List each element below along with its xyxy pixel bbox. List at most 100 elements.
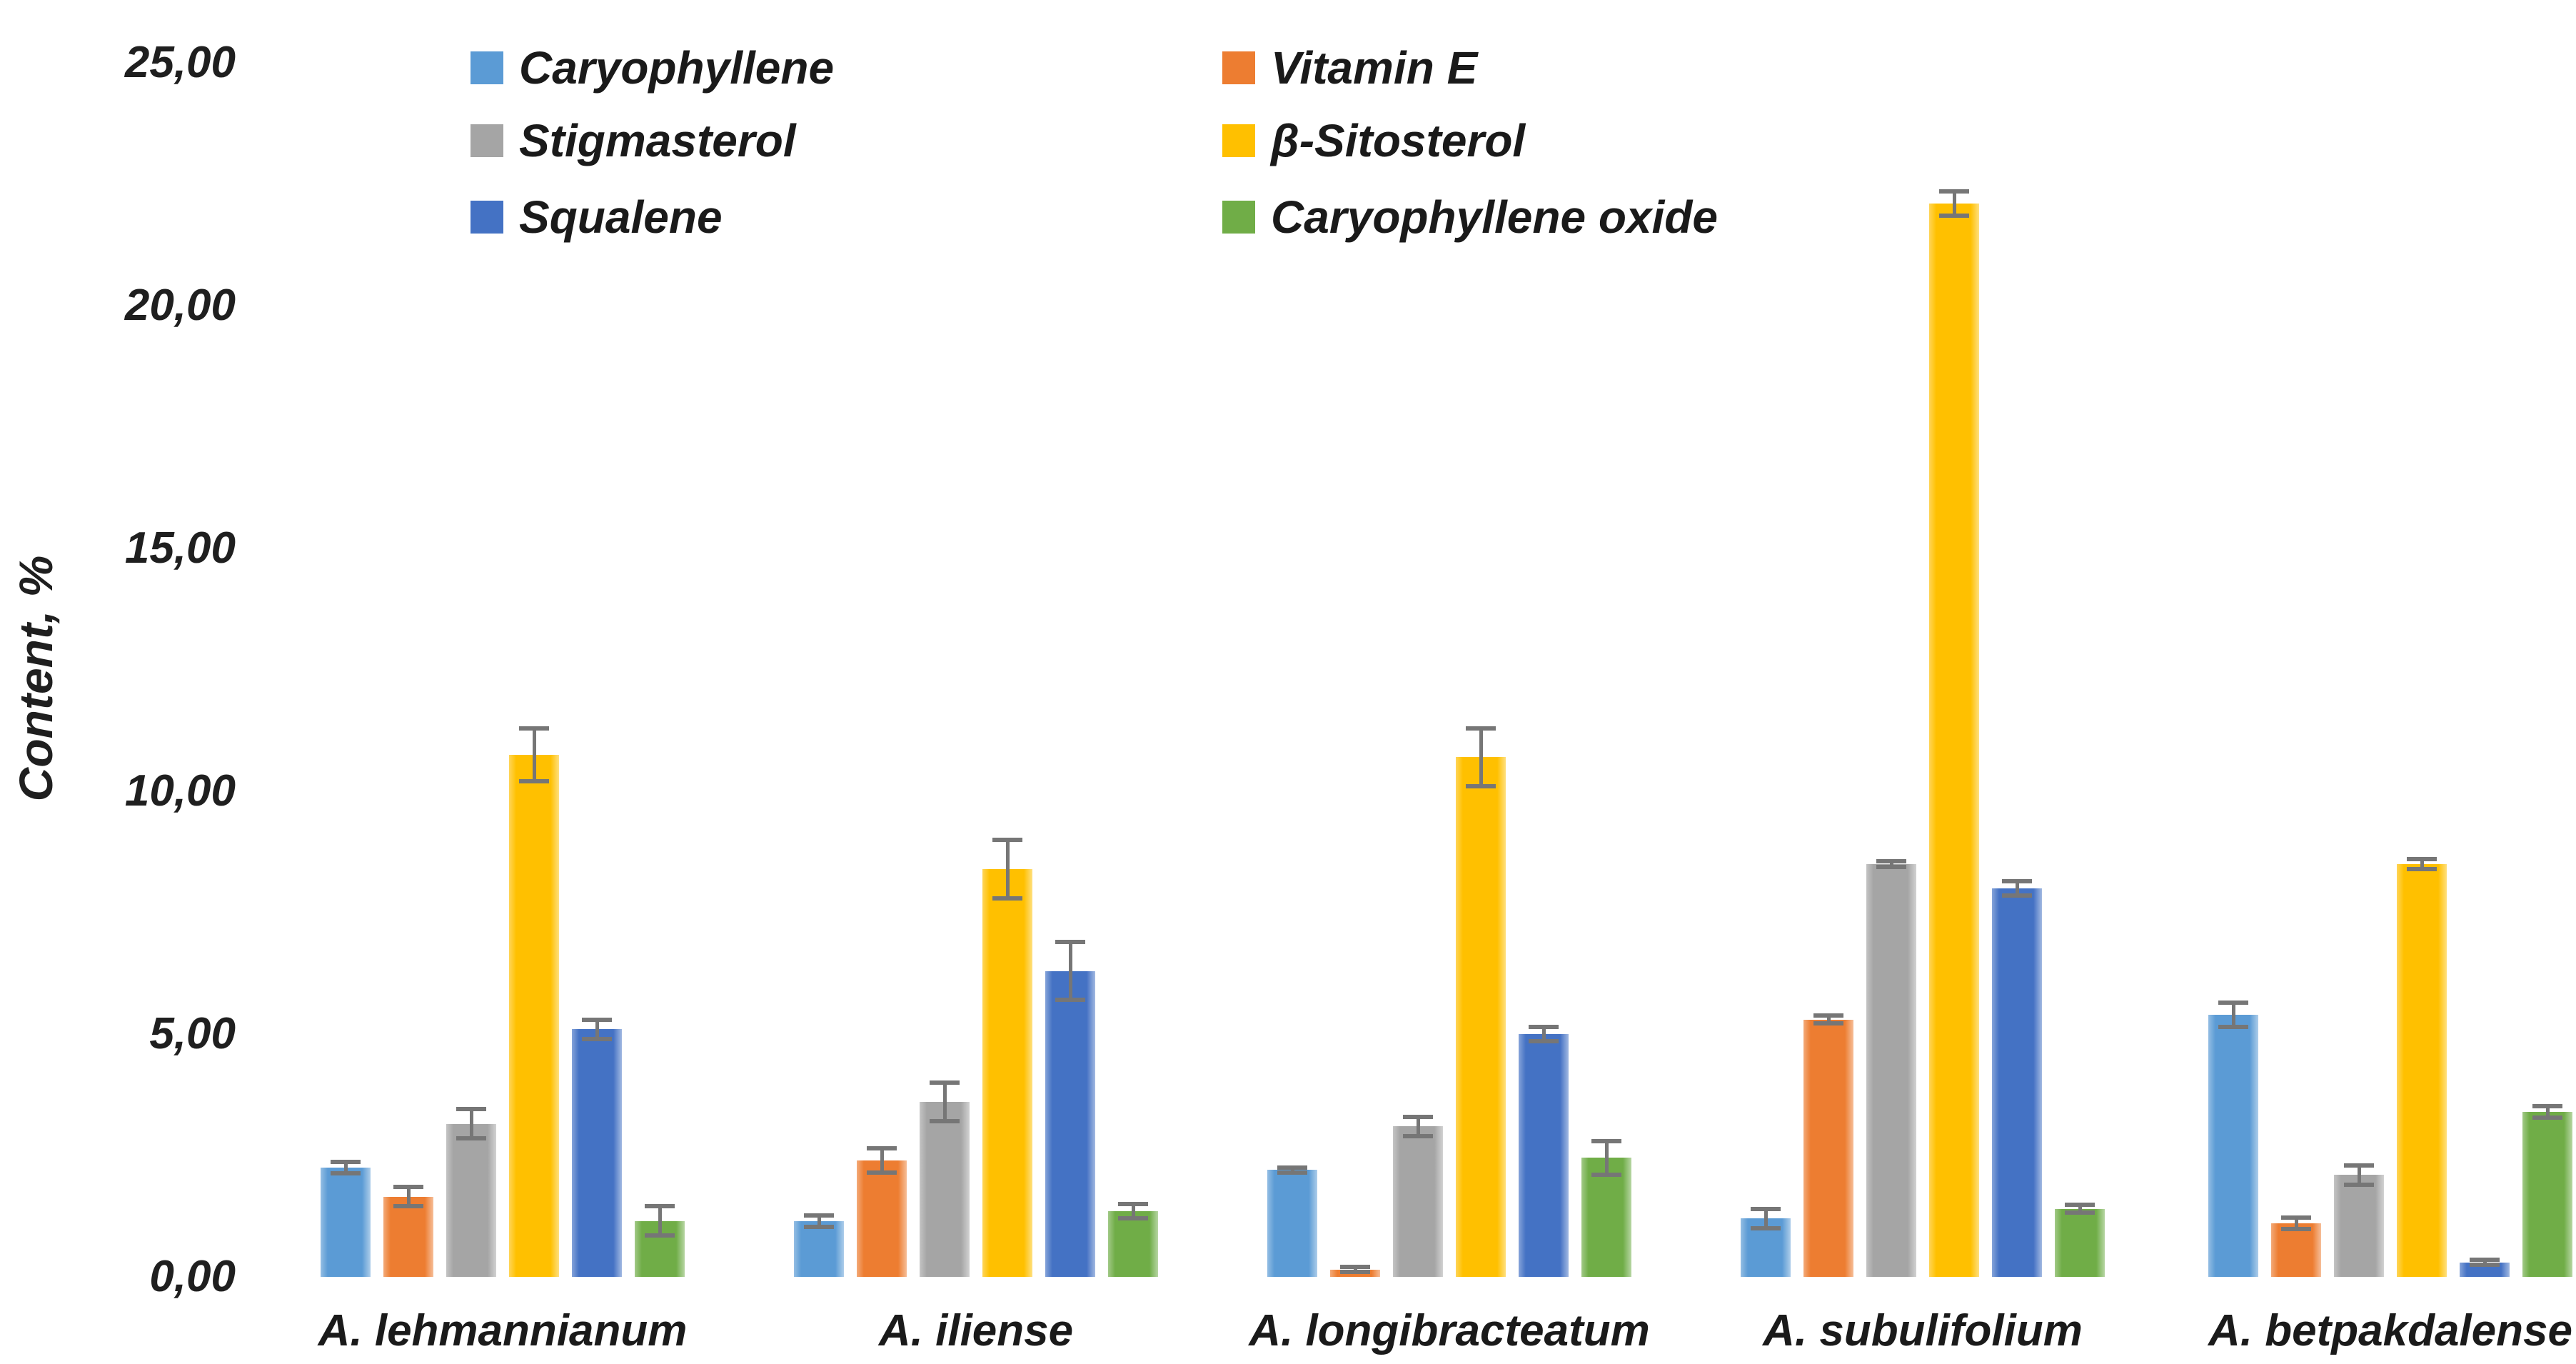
bar-stigmasterol (446, 1123, 496, 1277)
legend-item: Vitamin E (1222, 42, 1478, 94)
bar-caryophyllene-oxide (2055, 1208, 2105, 1277)
error-bar-cap-bottom (1591, 1173, 1621, 1178)
error-bar-line (1479, 728, 1483, 787)
bar-caryophyllene-oxide (2522, 1111, 2572, 1277)
error-bar-cap-top (2065, 1203, 2095, 1208)
error-bar-line (2015, 881, 2019, 896)
error-bar-line (1353, 1267, 1357, 1273)
legend-item: Caryophyllene oxide (1222, 191, 1718, 243)
bar-squalene (1519, 1034, 1569, 1277)
bar-caryophyllene-oxide (635, 1220, 685, 1277)
bar-vitamin-e (383, 1196, 433, 1277)
y-tick-label: 5,00 (149, 1009, 236, 1058)
bar-caryophyllene (1267, 1170, 1317, 1277)
error-bar-cap-bottom (2065, 1210, 2095, 1215)
bar-stigmasterol (2334, 1175, 2384, 1277)
error-bar-cap-bottom (2407, 866, 2437, 871)
legend-swatch-vitamin-e (1222, 51, 1255, 84)
error-bar-line (880, 1148, 884, 1173)
y-tick-label: 25,00 (124, 38, 236, 87)
bar-caryophyllene-oxide (1581, 1158, 1631, 1277)
bar-caryophyllene (794, 1220, 844, 1277)
bar-vitamin-e (857, 1160, 907, 1277)
error-bar-cap-top (992, 838, 1022, 842)
legend-label: Stigmasterol (519, 115, 796, 166)
legend-item: β-Sitosterol (1222, 115, 1525, 166)
error-bar-line (1068, 941, 1072, 1001)
legend-item: Stigmasterol (471, 115, 796, 166)
error-bar-line (406, 1187, 411, 1207)
bar-vitamin-e (2271, 1223, 2321, 1277)
bar--sitosterol (1456, 757, 1506, 1277)
legend-label: Caryophyllene oxide (1271, 191, 1718, 243)
error-bar-line (2231, 1002, 2235, 1027)
bar--sitosterol (509, 755, 559, 1277)
error-bar-cap-bottom (1466, 784, 1496, 789)
y-tick-label: 20,00 (124, 281, 236, 330)
error-bar-cap-top (1277, 1165, 1307, 1170)
error-bar-line (532, 728, 536, 782)
error-bar-cap-bottom (1277, 1170, 1307, 1175)
legend-swatch-caryophyllene (471, 51, 503, 84)
error-bar-cap-top (867, 1145, 897, 1150)
bar-stigmasterol (920, 1102, 970, 1277)
bar-caryophyllene (2208, 1014, 2258, 1277)
error-bar-cap-bottom (930, 1119, 960, 1124)
error-bar-cap-top (2281, 1215, 2311, 1220)
error-bar-line (1005, 840, 1010, 898)
error-bar-cap-top (582, 1017, 612, 1022)
x-category-label: A. betpakdalense (2208, 1306, 2572, 1355)
bar-squalene (1045, 971, 1095, 1277)
x-category-label: A. subulifolium (1763, 1306, 2083, 1355)
error-bar-line (595, 1019, 599, 1039)
bar-stigmasterol (1393, 1126, 1443, 1277)
error-bar-cap-bottom (1751, 1226, 1781, 1230)
error-bar-cap-top (1403, 1114, 1433, 1119)
error-bar-cap-bottom (2470, 1263, 2500, 1267)
x-category-label: A. iliense (878, 1306, 1074, 1355)
error-bar-cap-top (519, 726, 549, 731)
error-bar-cap-bottom (1340, 1270, 1370, 1275)
legend-item: Squalene (471, 191, 723, 243)
error-bar-cap-top (1939, 189, 1969, 194)
error-bar-cap-top (1813, 1013, 1843, 1018)
error-bar-cap-top (331, 1159, 361, 1164)
error-bar-line (658, 1206, 662, 1236)
bar-stigmasterol (1866, 864, 1916, 1277)
error-bar-cap-top (2002, 878, 2032, 883)
error-bar-cap-bottom (2002, 893, 2032, 898)
y-axis-title: Content, % (9, 555, 62, 802)
error-bar-cap-top (1055, 939, 1085, 944)
error-bar-cap-bottom (393, 1204, 423, 1209)
error-bar-cap-bottom (867, 1170, 897, 1175)
error-bar-cap-bottom (1118, 1216, 1148, 1221)
legend-label: Vitamin E (1271, 42, 1478, 94)
bar-caryophyllene (321, 1168, 371, 1277)
error-bar-cap-bottom (804, 1224, 834, 1229)
legend-swatch--sitosterol (1222, 124, 1255, 157)
error-bar-cap-top (1751, 1206, 1781, 1211)
error-bar-cap-top (2218, 1000, 2248, 1005)
error-bar-line (1416, 1116, 1420, 1136)
error-bar-cap-bottom (2344, 1182, 2374, 1187)
error-bar-line (1764, 1208, 1768, 1228)
error-bar-cap-top (2470, 1258, 2500, 1263)
error-bar-cap-bottom (645, 1233, 675, 1238)
error-bar-line (2420, 859, 2424, 869)
error-bar-line (2545, 1105, 2550, 1118)
bar-vitamin-e (1803, 1019, 1853, 1277)
error-bar-cap-bottom (2532, 1115, 2562, 1120)
error-bar-line (817, 1215, 821, 1227)
legend-label: Caryophyllene (519, 42, 835, 94)
bar--sitosterol (2397, 864, 2447, 1277)
error-bar-line (1889, 861, 1893, 868)
y-tick-label: 0,00 (149, 1252, 236, 1301)
bar--sitosterol (1929, 204, 1979, 1277)
error-bar-cap-bottom (1055, 998, 1085, 1003)
bar-squalene (572, 1029, 622, 1277)
error-bar-cap-top (1466, 726, 1496, 731)
error-bar-cap-top (645, 1204, 675, 1209)
error-bar-cap-bottom (2281, 1227, 2311, 1232)
error-bar-cap-bottom (456, 1136, 486, 1141)
error-bar-line (2078, 1205, 2082, 1213)
